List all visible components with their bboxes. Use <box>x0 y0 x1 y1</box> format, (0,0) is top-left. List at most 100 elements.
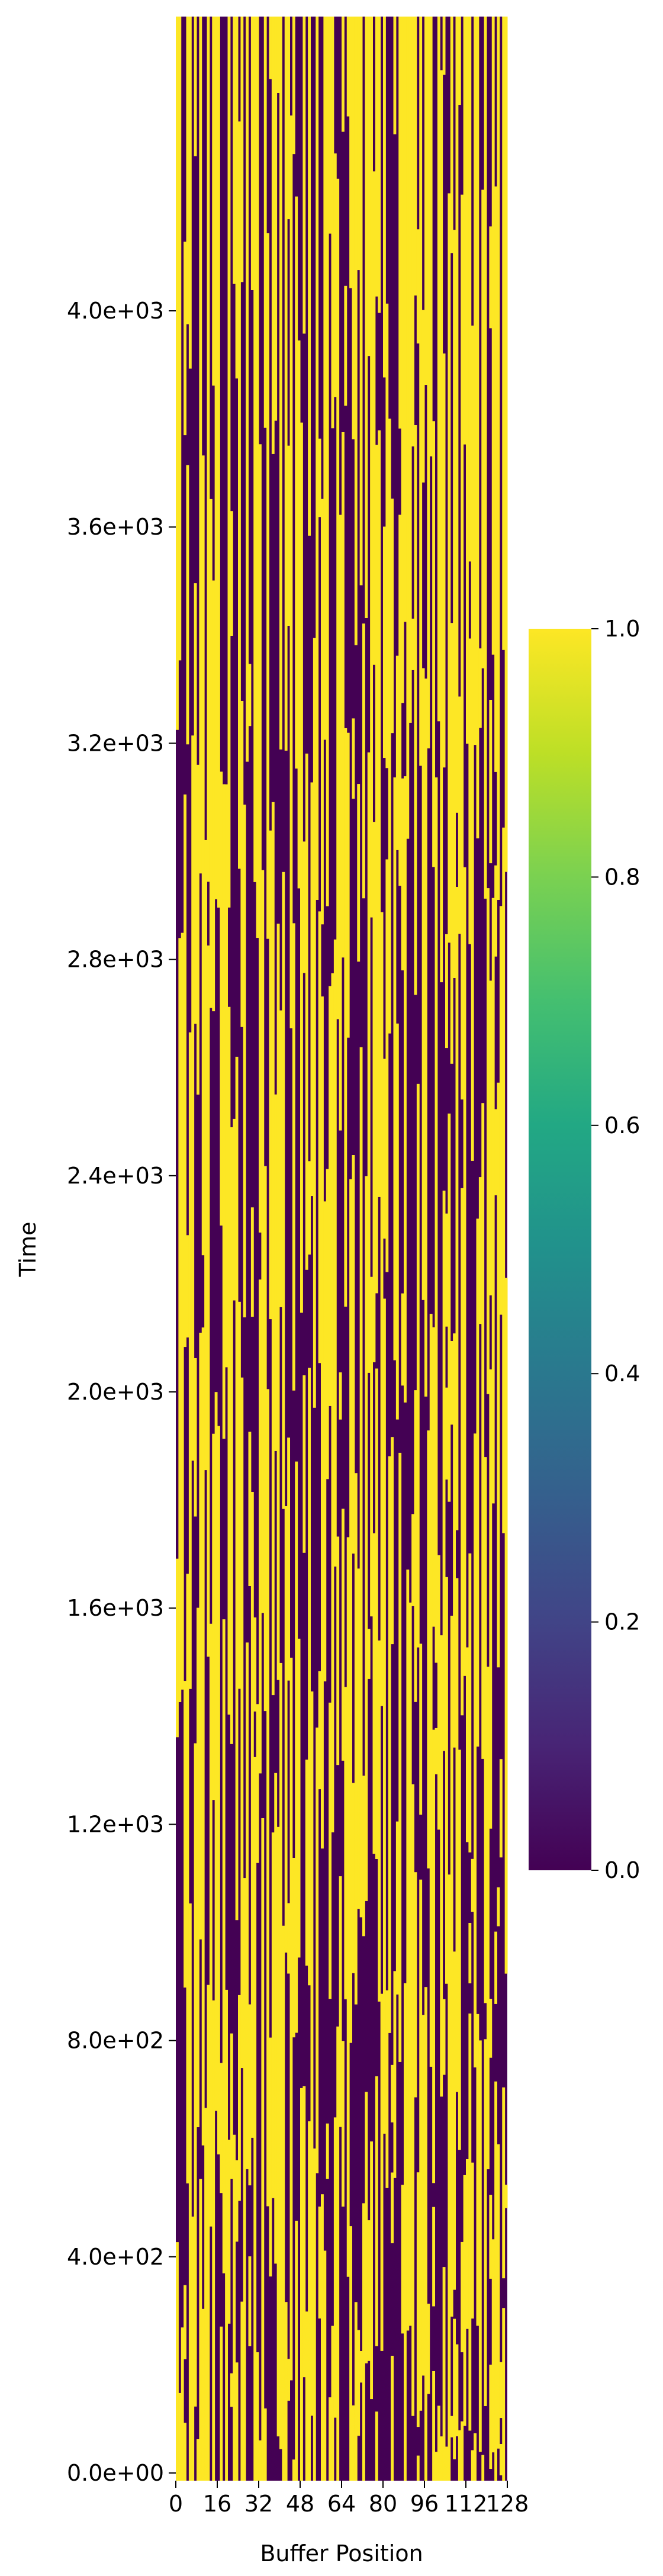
heatmap-cell <box>233 2134 236 2481</box>
heatmap-cell <box>372 822 376 1362</box>
heatmap-cell <box>297 340 301 889</box>
heatmap-cell <box>188 1903 192 2481</box>
heatmap-cell <box>461 2241 464 2353</box>
heatmap-cell <box>214 1392 218 2111</box>
heatmap-cell <box>357 784 361 962</box>
heatmap-cell <box>455 2344 459 2437</box>
heatmap-cell <box>354 17 358 645</box>
heatmap-cell <box>194 17 197 156</box>
heatmap-cell <box>274 17 278 421</box>
heatmap-cell <box>259 2440 262 2481</box>
heatmap-cell <box>276 924 280 1680</box>
heatmap-cell <box>248 2256 252 2346</box>
heatmap-cell <box>323 17 327 740</box>
heatmap-cell <box>342 432 345 958</box>
heatmap-cell <box>416 1083 420 1648</box>
heatmap-cell <box>352 718 355 799</box>
heatmap-cell <box>408 1602 412 2326</box>
heatmap-cell <box>279 1010 282 1307</box>
heatmap-cell <box>287 17 291 220</box>
y-tick-label: 0.0e+00 <box>67 2460 164 2486</box>
heatmap-cell <box>419 1644 423 1815</box>
heatmap-cell <box>302 841 306 973</box>
colorbar-tick-label: 0.2 <box>604 1609 640 1635</box>
heatmap-cell <box>375 1368 378 1859</box>
heatmap-cell <box>333 153 337 397</box>
heatmap-cell <box>468 1553 472 1853</box>
heatmap-cell <box>346 17 350 117</box>
y-tick-label: 3.2e+03 <box>67 730 164 756</box>
heatmap-cell <box>365 2092 368 2363</box>
heatmap-cell <box>194 583 197 1024</box>
heatmap-cell <box>432 1327 436 1627</box>
heatmap-cell <box>404 776 407 1403</box>
heatmap-cell <box>453 1333 456 1748</box>
heatmap-cell <box>372 171 376 665</box>
heatmap-cell <box>367 752 371 1373</box>
heatmap-cell <box>323 2250 327 2481</box>
heatmap-cell <box>344 728 347 1307</box>
heatmap-cell <box>393 777 397 1361</box>
heatmap-cell <box>352 1783 355 1973</box>
y-tick-label: 2.4e+03 <box>67 1163 164 1189</box>
heatmap-cell <box>276 1826 280 2437</box>
heatmap-cell <box>502 827 506 1533</box>
heatmap-cell <box>489 226 493 329</box>
heatmap-cell <box>367 17 371 356</box>
heatmap-cell <box>300 422 303 1313</box>
heatmap-cell <box>502 2087 506 2279</box>
heatmap-cell <box>404 17 407 622</box>
heatmap-cell <box>489 2195 493 2279</box>
heatmap-cell <box>323 1201 327 1681</box>
heatmap-cell <box>346 732 350 1038</box>
heatmap-cell <box>489 980 493 1295</box>
heatmap-cell <box>329 17 332 234</box>
heatmap-cell <box>391 2172 394 2243</box>
heatmap-cell <box>466 1647 469 1842</box>
heatmap-cell <box>287 1437 291 1681</box>
colorbar-ticks: 0.0 0.2 0.4 0.6 0.8 1.0 <box>591 616 640 1883</box>
heatmap-cell <box>176 17 179 730</box>
heatmap-cell <box>259 444 262 1233</box>
heatmap-cell <box>499 1759 503 1858</box>
colorbar-tick-label: 1.0 <box>604 616 640 642</box>
heatmap-cell <box>383 526 386 758</box>
heatmap-cell <box>357 17 361 271</box>
heatmap-cell <box>487 888 490 1394</box>
heatmap-cell <box>263 1166 267 1712</box>
heatmap-cell <box>489 1999 493 2058</box>
heatmap-cell <box>250 17 254 290</box>
heatmap-cell <box>497 1887 500 1927</box>
x-tick-label: 64 <box>327 2491 356 2517</box>
heatmap-cell <box>432 2207 436 2307</box>
heatmap-cell <box>487 1667 490 2169</box>
heatmap-cell <box>437 2405 440 2481</box>
heatmap-cell <box>329 2397 332 2481</box>
heatmap-cell <box>427 17 430 749</box>
heatmap-cell <box>331 17 334 429</box>
heatmap-cell <box>411 1514 415 1606</box>
heatmap-cell <box>375 2411 378 2481</box>
x-tick-label: 96 <box>410 2491 439 2517</box>
heatmap-cell <box>432 1729 436 2183</box>
x-tick-label: 32 <box>244 2491 273 2517</box>
heatmap-cell <box>344 1687 347 1999</box>
heatmap-cell <box>253 1617 257 1712</box>
heatmap-cell <box>489 2365 493 2469</box>
x-tick-label: 0 <box>169 2491 183 2517</box>
heatmap-cell <box>445 1387 448 1480</box>
heatmap-cell <box>197 2439 199 2481</box>
heatmap-cell <box>300 2088 303 2481</box>
heatmap-cell <box>321 2194 324 2481</box>
heatmap-cell <box>440 1635 443 2097</box>
y-tick-label: 8.0e+02 <box>67 2028 164 2054</box>
heatmap-cell <box>250 1207 254 1317</box>
heatmap-cell <box>305 753 308 1270</box>
colorbar-tick-label: 0.0 <box>604 1857 640 1883</box>
heatmap-cell <box>287 445 291 626</box>
heatmap-cell <box>227 17 231 908</box>
heatmap-cell <box>455 17 459 813</box>
heatmap-cell <box>478 2040 482 2452</box>
heatmap-cell <box>207 17 210 882</box>
heatmap-cell <box>184 794 187 1348</box>
